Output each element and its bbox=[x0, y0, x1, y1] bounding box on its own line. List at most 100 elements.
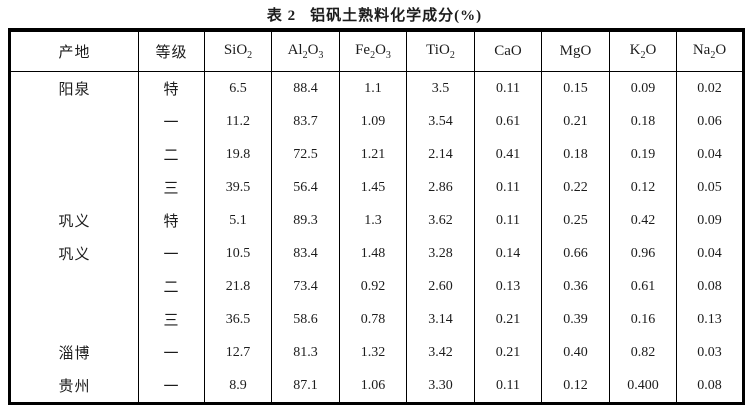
grade-cell: 三 bbox=[138, 303, 205, 336]
table-row: 淄博一 12.7 81.3 1.32 3.42 0.21 0.40 0.82 0.03 bbox=[9, 336, 744, 369]
column-header: MgO bbox=[541, 30, 610, 72]
value-cell: 87.1 bbox=[271, 369, 340, 404]
value-cell: 36.5 bbox=[204, 303, 272, 336]
value-cell: 0.21 bbox=[541, 105, 610, 138]
column-header: Fe2O3 bbox=[339, 30, 407, 72]
value-cell: 19.8 bbox=[204, 138, 272, 171]
value-cell: 81.3 bbox=[271, 336, 340, 369]
value-cell: 1.1 bbox=[339, 71, 407, 105]
value-cell: 56.4 bbox=[271, 171, 340, 204]
value-cell: 21.8 bbox=[204, 270, 272, 303]
value-cell: 0.11 bbox=[474, 71, 542, 105]
value-cell: 83.4 bbox=[271, 237, 340, 270]
column-header: SiO2 bbox=[204, 30, 272, 72]
grade-cell: 三 bbox=[138, 171, 205, 204]
table-title: 表 2 铝矾土熟料化学成分(%) bbox=[0, 0, 749, 28]
grade-cell: 一 bbox=[138, 105, 205, 138]
table-header: 产地 等级 SiO2 Al2O3 Fe2O3 TiO2 CaO MgO K2O Na2O bbox=[9, 30, 744, 72]
value-cell: 89.3 bbox=[271, 204, 340, 237]
column-header: Al2O3 bbox=[271, 30, 340, 72]
value-cell: 3.30 bbox=[406, 369, 475, 404]
value-cell: 6.5 bbox=[204, 71, 272, 105]
value-cell: 0.18 bbox=[541, 138, 610, 171]
value-cell: 0.15 bbox=[541, 71, 610, 105]
table-row: 巩义特 5.1 89.3 1.3 3.62 0.11 0.25 0.42 0.09 bbox=[9, 204, 744, 237]
value-cell: 2.60 bbox=[406, 270, 475, 303]
origin-cell bbox=[9, 171, 139, 204]
origin-cell bbox=[9, 303, 139, 336]
column-header: Na2O bbox=[676, 30, 744, 72]
origin-cell: 巩义 bbox=[9, 237, 139, 270]
origin-cell: 贵州 bbox=[9, 369, 139, 404]
value-cell: 0.13 bbox=[676, 303, 744, 336]
value-cell: 2.86 bbox=[406, 171, 475, 204]
header-row: 产地 等级 SiO2 Al2O3 Fe2O3 TiO2 CaO MgO K2O Na2O bbox=[9, 30, 744, 72]
column-header: TiO2 bbox=[406, 30, 475, 72]
value-cell: 3.54 bbox=[406, 105, 475, 138]
table-row: 贵州一 8.9 87.1 1.06 3.30 0.11 0.12 0.400 0.08 bbox=[9, 369, 744, 404]
origin-cell: 阳泉 bbox=[9, 71, 139, 105]
origin-cell bbox=[9, 105, 139, 138]
value-cell: 0.12 bbox=[541, 369, 610, 404]
value-cell: 0.41 bbox=[474, 138, 542, 171]
value-cell: 1.3 bbox=[339, 204, 407, 237]
value-cell: 0.09 bbox=[609, 71, 677, 105]
value-cell: 0.11 bbox=[474, 204, 542, 237]
value-cell: 3.28 bbox=[406, 237, 475, 270]
value-cell: 0.25 bbox=[541, 204, 610, 237]
value-cell: 0.03 bbox=[676, 336, 744, 369]
value-cell: 73.4 bbox=[271, 270, 340, 303]
value-cell: 3.62 bbox=[406, 204, 475, 237]
value-cell: 0.22 bbox=[541, 171, 610, 204]
value-cell: 0.21 bbox=[474, 336, 542, 369]
value-cell: 0.400 bbox=[609, 369, 677, 404]
table-number: 表 2 bbox=[266, 8, 297, 24]
table-row: 一 11.2 83.7 1.09 3.54 0.61 0.21 0.18 0.06 bbox=[9, 105, 744, 138]
value-cell: 0.19 bbox=[609, 138, 677, 171]
value-cell: 3.14 bbox=[406, 303, 475, 336]
origin-cell bbox=[9, 138, 139, 171]
column-header: 等级 bbox=[138, 30, 205, 72]
grade-cell: 一 bbox=[138, 369, 205, 404]
value-cell: 5.1 bbox=[204, 204, 272, 237]
value-cell: 0.96 bbox=[609, 237, 677, 270]
value-cell: 0.06 bbox=[676, 105, 744, 138]
table-row: 巩义一 10.5 83.4 1.48 3.28 0.14 0.66 0.96 0.04 bbox=[9, 237, 744, 270]
value-cell: 1.21 bbox=[339, 138, 407, 171]
grade-cell: 二 bbox=[138, 138, 205, 171]
value-cell: 0.92 bbox=[339, 270, 407, 303]
value-cell: 12.7 bbox=[204, 336, 272, 369]
value-cell: 1.06 bbox=[339, 369, 407, 404]
value-cell: 11.2 bbox=[204, 105, 272, 138]
value-cell: 0.16 bbox=[609, 303, 677, 336]
value-cell: 0.42 bbox=[609, 204, 677, 237]
value-cell: 0.14 bbox=[474, 237, 542, 270]
origin-cell: 淄博 bbox=[9, 336, 139, 369]
grade-cell: 一 bbox=[138, 237, 205, 270]
origin-cell: 巩义 bbox=[9, 204, 139, 237]
grade-cell: 二 bbox=[138, 270, 205, 303]
origin-cell bbox=[9, 270, 139, 303]
value-cell: 83.7 bbox=[271, 105, 340, 138]
value-cell: 0.04 bbox=[676, 237, 744, 270]
value-cell: 0.08 bbox=[676, 369, 744, 404]
value-cell: 88.4 bbox=[271, 71, 340, 105]
value-cell: 0.12 bbox=[609, 171, 677, 204]
value-cell: 0.04 bbox=[676, 138, 744, 171]
value-cell: 0.18 bbox=[609, 105, 677, 138]
value-cell: 2.14 bbox=[406, 138, 475, 171]
table-body: 阳泉特 6.5 88.4 1.1 3.5 0.11 0.15 0.09 0.02 一 11.2 83.… bbox=[9, 71, 744, 404]
value-cell: 0.08 bbox=[676, 270, 744, 303]
value-cell: 0.05 bbox=[676, 171, 744, 204]
table-row: 二 21.8 73.4 0.92 2.60 0.13 0.36 0.61 0.08 bbox=[9, 270, 744, 303]
value-cell: 1.45 bbox=[339, 171, 407, 204]
value-cell: 0.36 bbox=[541, 270, 610, 303]
value-cell: 1.09 bbox=[339, 105, 407, 138]
composition-table: 产地 等级 SiO2 Al2O3 Fe2O3 TiO2 CaO MgO K2O Na2O 阳泉特 6… bbox=[8, 28, 745, 405]
value-cell: 3.5 bbox=[406, 71, 475, 105]
column-header: 产地 bbox=[9, 30, 139, 72]
value-cell: 0.61 bbox=[474, 105, 542, 138]
value-cell: 0.61 bbox=[609, 270, 677, 303]
value-cell: 0.11 bbox=[474, 171, 542, 204]
value-cell: 72.5 bbox=[271, 138, 340, 171]
